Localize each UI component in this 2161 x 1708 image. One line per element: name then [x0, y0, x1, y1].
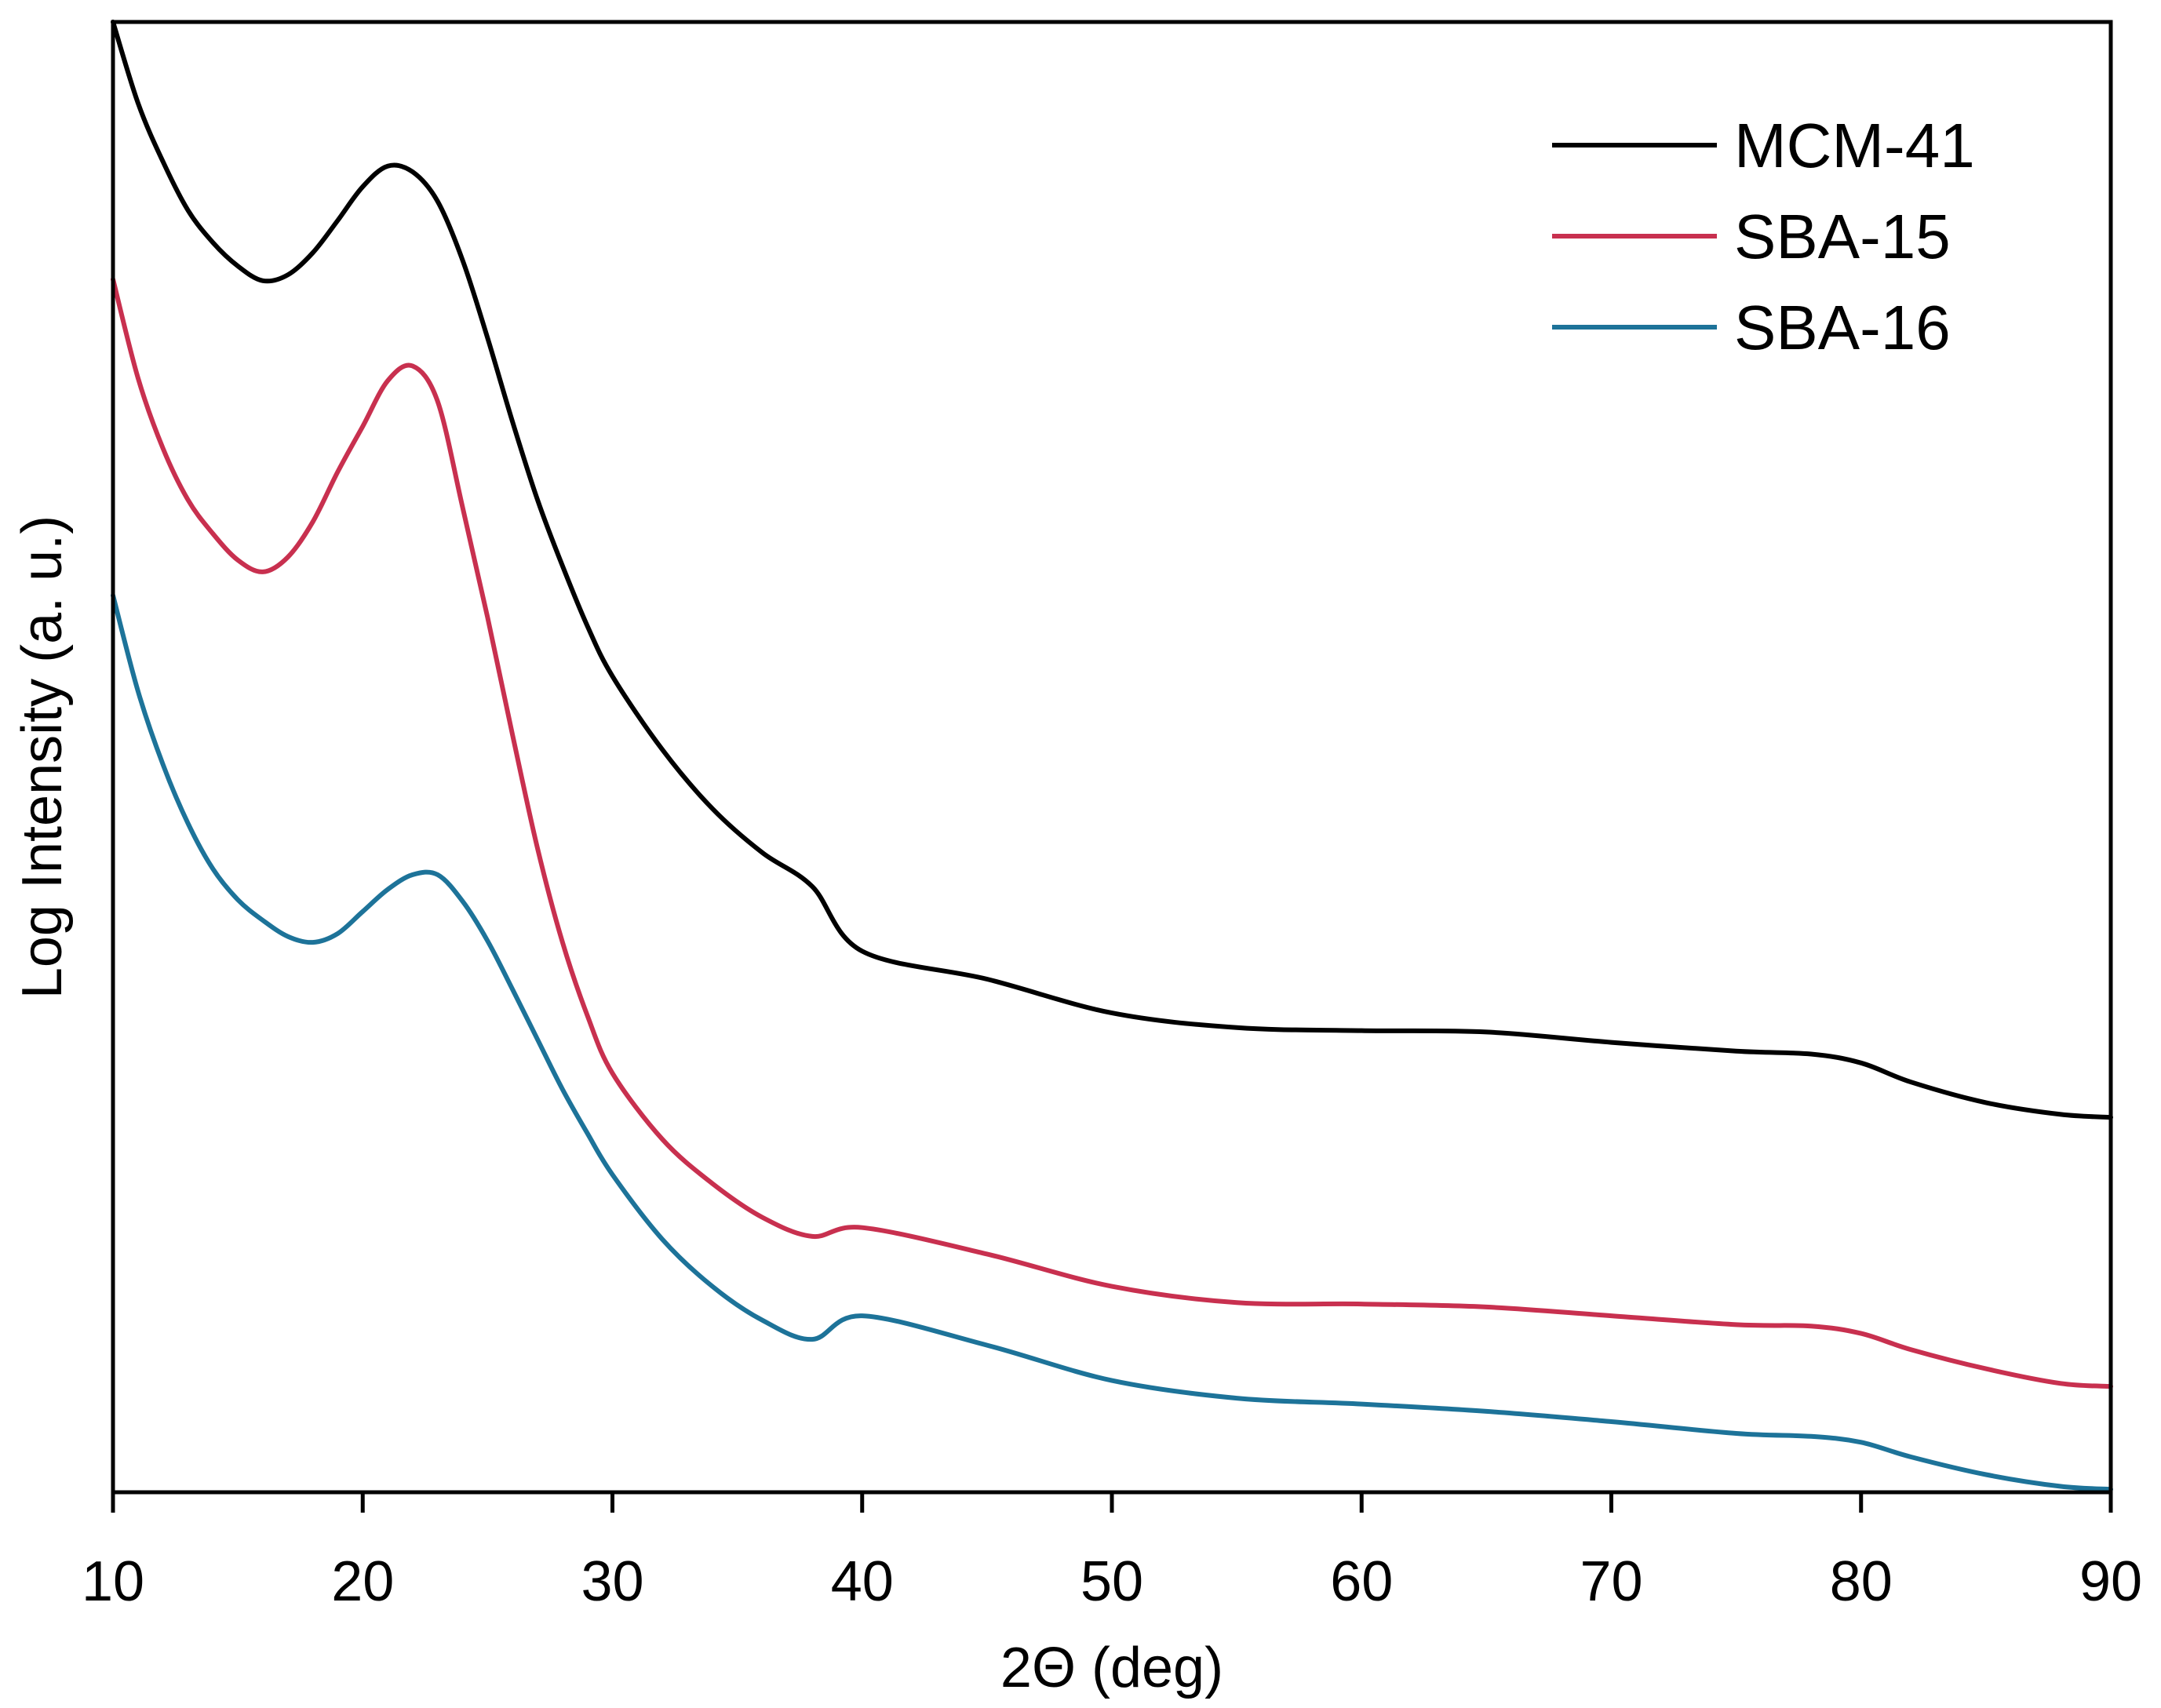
x-tick-label: 20 [331, 1550, 394, 1613]
x-axis-ticks: 10 20 30 40 50 60 70 80 90 [82, 1492, 2142, 1613]
legend-label-mcm-41: MCM-41 [1734, 111, 1975, 180]
x-tick-label: 80 [1830, 1550, 1893, 1613]
x-tick-label: 60 [1330, 1550, 1393, 1613]
legend: MCM-41 SBA-15 SBA-16 [1552, 111, 1975, 362]
x-tick-label: 10 [82, 1550, 144, 1613]
legend-label-sba-15: SBA-15 [1734, 202, 1951, 271]
x-tick-label: 30 [581, 1550, 643, 1613]
legend-label-sba-16: SBA-16 [1734, 293, 1951, 362]
x-tick-label: 50 [1080, 1550, 1143, 1613]
series-line-mcm-41 [111, 20, 2113, 1120]
y-axis-title: Log Intensity (a. u.) [11, 515, 74, 999]
series-layer [111, 20, 2113, 1492]
series-line-sba-15 [111, 277, 2113, 1389]
x-tick-label: 70 [1580, 1550, 1642, 1613]
x-tick-label: 90 [2079, 1550, 2142, 1613]
series-line-sba-16 [111, 592, 2113, 1492]
x-axis-title: 2Θ (deg) [1000, 1637, 1223, 1699]
x-tick-label: 40 [831, 1550, 894, 1613]
